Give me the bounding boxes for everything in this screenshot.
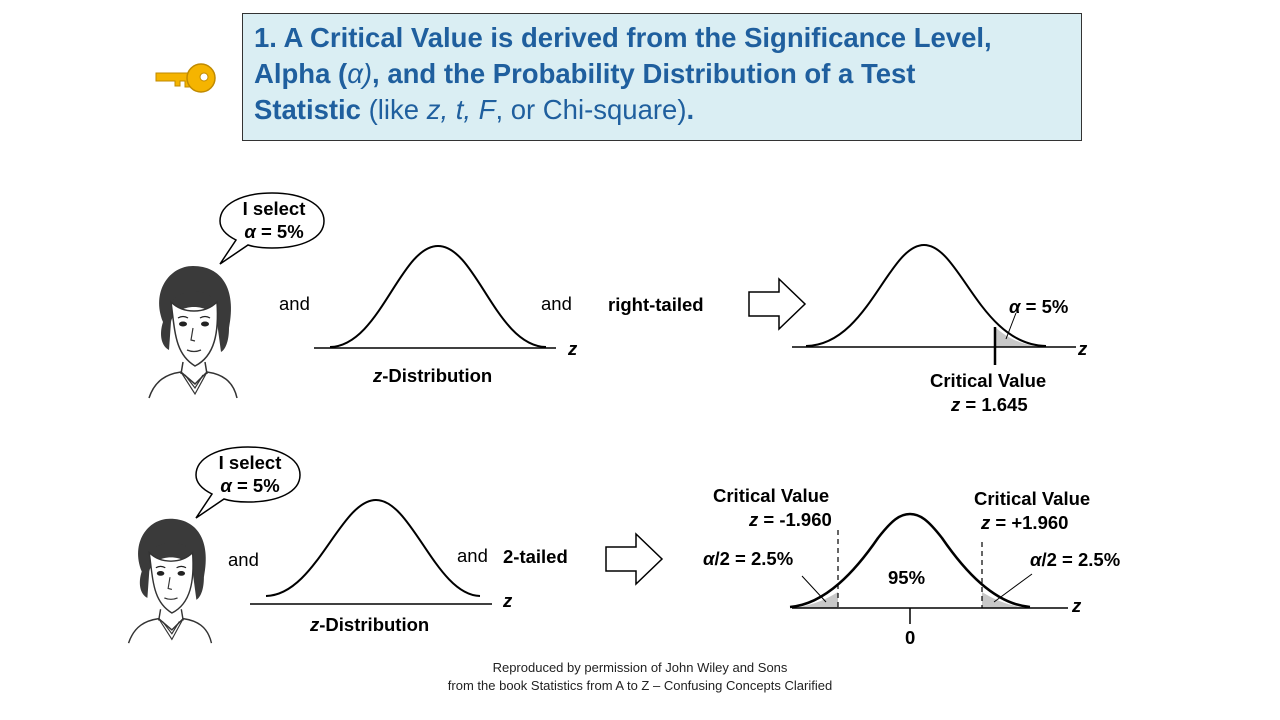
woman-avatar [148,266,238,399]
z-distribution-curve [250,498,492,605]
credit-line-1: Reproduced by permission of John Wiley a… [492,660,788,675]
right-tail-area [982,592,1030,608]
right-critical-value-label: Critical Value [974,488,1091,509]
title-alpha-word: Alpha ( [254,58,348,89]
title-line-1: 1. A Critical Value is derived from the … [254,22,992,53]
title-line-2-rest: , and the Probability Distribution of a … [372,58,916,89]
distribution-label: z-Distribution [373,365,493,386]
and-label: and [541,293,572,314]
title-like: (like [360,94,427,125]
center-percent-label: 95% [888,567,926,588]
bubble-line-1: I select [242,198,306,219]
distribution-label: z-Distribution [310,614,430,635]
title-line-3: Statistic (like z, t, F, or Chi-square). [254,92,1071,128]
title-distributions: z, t, F [426,94,496,125]
and-label: and [228,549,259,570]
title-alpha-symbol: α) [347,58,373,89]
arrow-right-icon [605,532,664,586]
tail-type-label: 2-tailed [503,546,568,567]
alpha-tail-area [995,327,1046,347]
axis-z-label: z [503,590,513,611]
left-tail-area [790,592,838,608]
z-distribution-curve [314,244,556,349]
title-box: 1. A Critical Value is derived from the … [242,13,1082,141]
left-critical-value-z: z = -1.960 [749,509,832,530]
credit-line-2: from the book Statistics from A to Z – C… [447,678,833,693]
axis-z-label: z [1072,595,1082,616]
axis-z-label: z [568,338,578,359]
title-text: 1. A Critical Value is derived from the … [254,20,1071,128]
key-icon [155,63,216,93]
speech-bubble [195,446,301,519]
left-alpha-half-label: α/2 = 2.5% [703,548,794,569]
and-label: and [457,545,488,566]
title-line-2: Alpha (α), and the Probability Distribut… [254,56,1071,92]
bubble-text: I select α = 5% [222,197,326,243]
critical-value-z: z = 1.645 [951,394,1028,415]
speech-bubble [219,192,325,265]
bubble-line-2: α = 5% [220,475,280,496]
left-critical-value-label: Critical Value [713,485,830,506]
right-critical-value-z: z = +1.960 [981,512,1069,533]
title-period: . [686,94,695,125]
right-tailed-curve [792,243,1076,365]
critical-value-label: Critical Value [930,370,1047,391]
arrow-right-icon [748,277,807,331]
title-statistic: Statistic [254,94,361,125]
axis-z-label: z [1078,338,1088,359]
credit-text: Reproduced by permission of John Wiley a… [0,659,1280,695]
and-label: and [279,293,310,314]
tail-type-label: right-tailed [608,294,704,315]
bubble-line-2: α = 5% [222,220,326,243]
two-tailed-curve [789,512,1068,624]
bubble-alpha-value: = 5% [255,221,304,242]
bubble-line-1: I select [218,452,282,473]
right-alpha-half-label: α/2 = 2.5% [1030,549,1121,570]
zero-label: 0 [905,627,916,648]
woman-avatar [127,518,213,644]
bubble-text: I select α = 5% [198,451,302,497]
alpha-label: α = 5% [1009,296,1069,317]
bubble-alpha: α [244,221,256,242]
title-chi-square: , or Chi-square) [495,94,687,125]
